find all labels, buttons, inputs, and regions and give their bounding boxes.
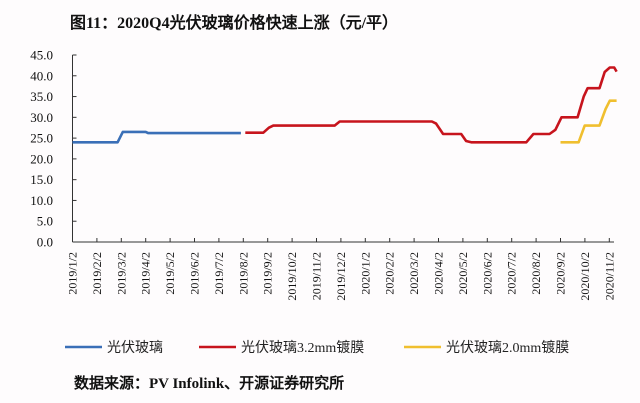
x-tick-label: 2019/12/2 — [334, 252, 348, 301]
series-line-2 — [245, 66, 618, 144]
y-tick-label: 15.0 — [30, 172, 53, 187]
y-tick-label: 35.0 — [30, 89, 53, 104]
y-tick-label: 5.0 — [37, 214, 53, 229]
legend-label-2: 光伏玻璃3.2mm镀膜 — [241, 339, 364, 356]
x-tick-label: 2020/4/2 — [432, 252, 446, 295]
x-tick-label: 2019/7/2 — [212, 252, 226, 295]
x-tick-label: 2019/3/2 — [114, 252, 128, 295]
x-tick-label: 2019/4/2 — [139, 252, 153, 295]
chart-title: 图11：2020Q4光伏玻璃价格快速上涨（元/平） — [70, 15, 399, 32]
x-tick-label: 2020/8/2 — [529, 252, 543, 295]
x-tick-label: 2020/2/2 — [383, 252, 397, 295]
x-tick-label: 2020/3/2 — [407, 252, 421, 295]
y-tick-label: 25.0 — [30, 131, 53, 146]
series-line-3 — [560, 99, 617, 144]
x-tick-label: 2019/10/2 — [285, 252, 299, 301]
x-tick-label: 2019/1/2 — [66, 252, 80, 295]
y-tick-label: 0.0 — [37, 235, 53, 250]
x-tick-label: 2019/6/2 — [188, 252, 202, 295]
legend-label-3: 光伏玻璃2.0mm镀膜 — [446, 339, 569, 356]
x-tick-label: 2019/11/2 — [310, 252, 324, 300]
x-tick-label: 2019/8/2 — [236, 252, 250, 295]
legend-label-1: 光伏玻璃 — [107, 339, 163, 356]
x-tick-label: 2020/10/2 — [578, 252, 592, 301]
y-tick-label: 30.0 — [30, 110, 53, 125]
y-tick-label: 45.0 — [30, 48, 53, 63]
x-tick-label: 2019/5/2 — [163, 252, 177, 295]
x-tick-label: 2019/2/2 — [90, 252, 104, 295]
x-tick-label: 2020/5/2 — [456, 252, 470, 295]
y-tick-label: 10.0 — [30, 193, 53, 208]
y-tick-label: 20.0 — [30, 151, 53, 166]
x-tick-label: 2020/7/2 — [505, 252, 519, 295]
x-tick-label: 2020/11/2 — [602, 252, 616, 300]
x-tick-label: 2020/1/2 — [358, 252, 372, 295]
chart-source: 数据来源：PV Infolink、开源证券研究所 — [74, 376, 345, 392]
x-tick-label: 2019/9/2 — [261, 252, 275, 295]
series-line-1 — [72, 130, 241, 144]
x-tick-label: 2020/6/2 — [480, 252, 494, 295]
y-tick-label: 40.0 — [30, 68, 53, 83]
x-tick-label: 2020/9/2 — [554, 252, 568, 295]
